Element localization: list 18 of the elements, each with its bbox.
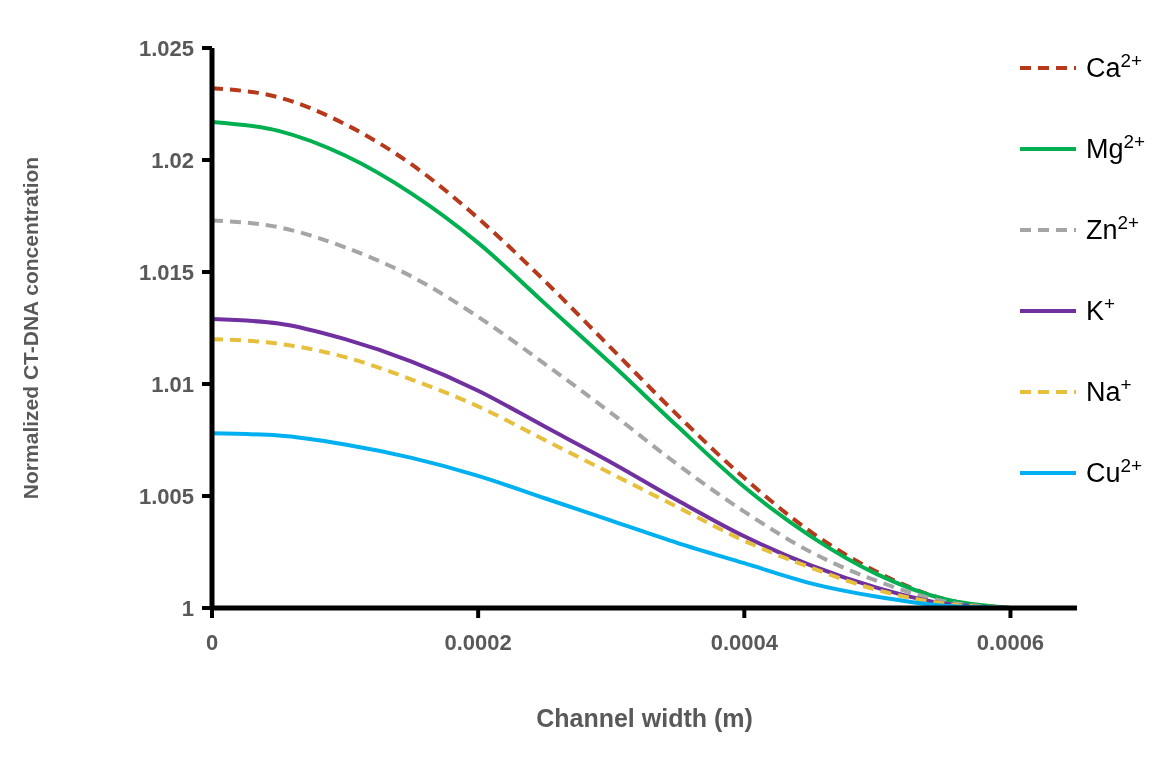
x-tick-label: 0.0004 (710, 630, 779, 655)
x-axis-title: Channel width (m) (536, 704, 753, 732)
y-tick-label: 1.025 (138, 35, 194, 61)
x-tick-label: 0 (205, 630, 219, 655)
legend-label: Ca$^{2+}$ (1086, 49, 1143, 84)
legend-label: Mg$^{2+}$ (1086, 130, 1146, 165)
legend-label: Na$^{+}$ (1086, 373, 1132, 408)
x-tick-label: 0.0002 (444, 630, 512, 655)
y-tick-label: 1.015 (138, 259, 194, 285)
y-tick-label: 1.01 (151, 371, 194, 397)
y-tick-label: 1 (181, 595, 194, 621)
legend-label: Cu$^{2+}$ (1086, 454, 1143, 489)
x-tick-label: 0.0006 (976, 630, 1045, 655)
y-axis-title: Normalized CT-DNA concentration (19, 156, 42, 500)
legend-label: Zn$^{2+}$ (1086, 211, 1140, 246)
y-tick-label: 1.005 (138, 483, 194, 509)
legend-label: K$^{+}$ (1086, 292, 1116, 327)
y-tick-label: 1.02 (151, 147, 194, 173)
